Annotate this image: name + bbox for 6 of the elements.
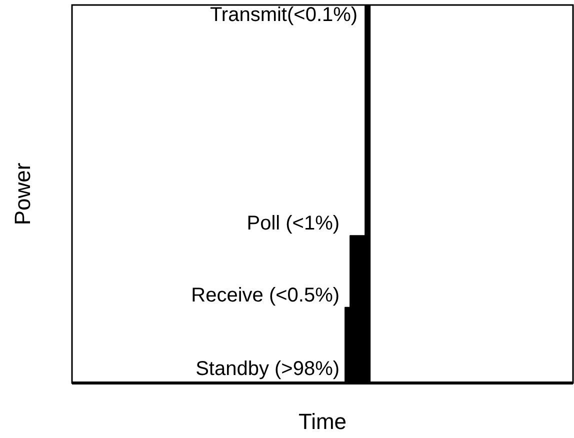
annotation: Poll (<1%) [246,212,340,235]
annotation: Transmit(<0.1%) [210,4,358,26]
y-axis-title: Power [10,162,36,226]
annotation: Receive (<0.5%) [191,284,340,306]
annotation: Standby (>98%) [196,358,340,380]
x-axis-title: Time [298,409,347,434]
